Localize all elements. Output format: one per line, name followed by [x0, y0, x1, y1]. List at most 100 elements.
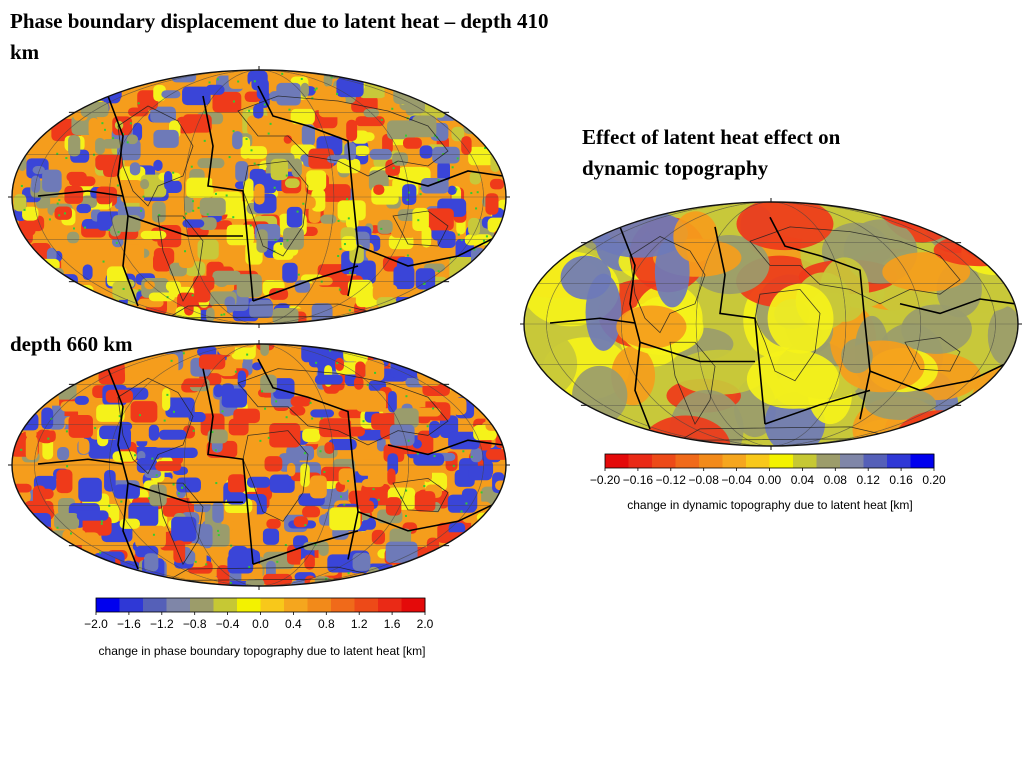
colorbar-dynamic-topography: −0.20 −0.16 −0.12 −0.08 −0.04 0.00 0.04 0.08 0.1… — [590, 453, 946, 512]
colorbar-tick-label: 0.8 — [318, 617, 335, 631]
colorbar-tick-label: 1.6 — [384, 617, 401, 631]
map-dynamic-topography — [520, 198, 1022, 450]
colorbar-swatch — [331, 598, 355, 612]
title-dynamic-topography: Effect of latent heat effect on dynamic … — [582, 125, 841, 180]
map-field — [12, 70, 506, 324]
colorbar-tick-label: 0.04 — [791, 473, 815, 487]
colorbar-swatch — [746, 454, 770, 468]
colorbar-tick-label: −1.6 — [117, 617, 141, 631]
frame-ticks — [520, 198, 1022, 450]
colorbar-swatch — [96, 598, 120, 612]
frame-ticks — [8, 340, 510, 590]
continent-outline — [392, 477, 449, 513]
plate-boundary — [127, 215, 243, 237]
colorbar-swatch — [307, 598, 332, 612]
colorbar-tick-label: −0.04 — [721, 473, 752, 487]
plate-boundary — [764, 389, 871, 425]
colorbar-swatch — [166, 598, 191, 612]
colorbar-tick-label: 1.2 — [351, 617, 368, 631]
colorbar-swatch — [910, 454, 935, 468]
continent-outline — [242, 160, 309, 257]
graticule — [12, 344, 506, 586]
plate-boundary — [37, 190, 124, 197]
colorbar-phase-boundary: −2.0 −1.6 −1.2 −0.8 −0.4 0.0 0.4 0.8 1.2 1.6 2.0 c… — [84, 597, 434, 658]
colorbar-swatch — [401, 598, 426, 612]
title-depth-660: depth 660 km — [10, 332, 133, 356]
colorbar-swatch — [628, 454, 653, 468]
graticule — [524, 202, 1018, 446]
colorbar-swatch — [722, 454, 747, 468]
colorbar-tick-label: −2.0 — [84, 617, 108, 631]
continent-outline — [669, 341, 716, 425]
continent-outline — [237, 95, 449, 177]
colorbar-swatch — [863, 454, 888, 468]
map-phase-boundary-410km — [8, 66, 510, 328]
continent-outline — [157, 215, 204, 302]
continent-outline — [629, 236, 706, 334]
colorbar-tick-label: −0.8 — [183, 617, 207, 631]
plate-boundary — [639, 341, 755, 363]
plate-boundary — [549, 317, 636, 324]
coastlines — [117, 368, 449, 581]
plate-boundary — [127, 482, 243, 503]
map-field — [524, 202, 1018, 446]
colorbar-swatch — [354, 598, 379, 612]
colorbar-tick-label: 2.0 — [417, 617, 434, 631]
colorbar-swatch — [260, 598, 285, 612]
continent-outline — [242, 430, 309, 522]
continent-outline — [754, 288, 821, 382]
plate-boundary — [37, 458, 124, 465]
plate-boundary — [202, 95, 254, 302]
plate-boundary — [357, 235, 499, 267]
title-depth-410: Phase boundary displacement due to laten… — [10, 9, 549, 64]
colorbar-swatch — [887, 454, 911, 468]
colorbar-tick-label: 0.4 — [285, 617, 302, 631]
map-phase-boundary-660km — [8, 340, 510, 590]
plate-boundaries — [37, 85, 504, 307]
colorbar-tick-label: −0.16 — [623, 473, 654, 487]
colorbar-swatch — [816, 454, 841, 468]
colorbar-swatch — [378, 598, 402, 612]
plate-boundary — [202, 368, 254, 565]
colorbar-label: change in phase boundary topography due … — [99, 644, 426, 658]
colorbar-swatch — [699, 454, 723, 468]
colorbar-tick-label: −0.20 — [590, 473, 621, 487]
colorbar-label: change in dynamic topography due to late… — [627, 498, 913, 512]
colorbar-tick-label: −0.12 — [656, 473, 687, 487]
colorbar-swatch — [793, 454, 817, 468]
plate-boundary — [869, 360, 1011, 392]
continent-outline — [237, 368, 449, 446]
continent-outline — [749, 226, 961, 305]
plate-boundaries — [37, 358, 504, 570]
plate-boundaries — [549, 216, 1016, 430]
frame-ticks — [8, 66, 510, 328]
colorbar-swatch — [605, 454, 629, 468]
colorbar-swatch — [237, 598, 261, 612]
colorbar-tick-label: −0.4 — [216, 617, 240, 631]
plate-boundary — [357, 501, 499, 532]
coastlines — [629, 226, 961, 441]
colorbar-swatch — [652, 454, 676, 468]
colorbar-tick-label: −0.08 — [689, 473, 720, 487]
plate-boundary — [387, 439, 504, 456]
colorbar-tick-label: 0.20 — [922, 473, 946, 487]
colorbar-swatches — [95, 597, 426, 613]
colorbar-swatch — [769, 454, 794, 468]
continent-outline — [117, 105, 194, 207]
continent-outline — [904, 337, 961, 372]
colorbar-swatch — [119, 598, 144, 612]
colorbar-swatch — [284, 598, 308, 612]
colorbar-tick-label: 0.12 — [857, 473, 881, 487]
colorbar-swatches — [604, 453, 935, 469]
plate-boundary — [252, 265, 359, 302]
plate-boundary — [899, 298, 1016, 315]
colorbar-tick-label: 0.16 — [889, 473, 913, 487]
plate-boundary — [252, 530, 359, 565]
colorbar-swatch — [213, 598, 238, 612]
continent-outline — [117, 377, 194, 475]
continent-outline — [157, 482, 204, 566]
colorbar-swatch — [840, 454, 864, 468]
graticule — [12, 70, 506, 324]
colorbar-tick-label: 0.0 — [252, 617, 269, 631]
colorbar-swatch — [190, 598, 214, 612]
